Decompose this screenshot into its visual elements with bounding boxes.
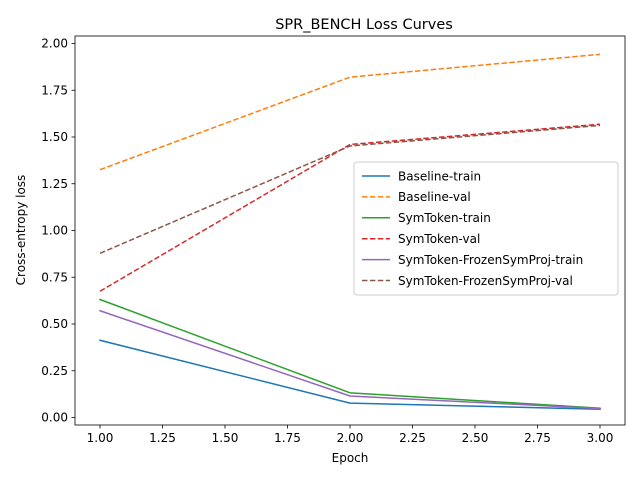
y-tick-label: 1.00 <box>41 224 68 238</box>
y-tick-label: 1.75 <box>41 83 68 97</box>
plot-area <box>99 53 601 411</box>
legend-box <box>353 161 619 296</box>
y-tick-label: 0.50 <box>41 317 68 331</box>
series-line-2 <box>99 298 601 409</box>
y-tick-label: 0.25 <box>41 364 68 378</box>
legend-label-0: Baseline-train <box>398 169 481 183</box>
x-tick-label: 2.75 <box>524 431 551 445</box>
x-axis-label: Epoch <box>332 451 369 465</box>
series-line-0 <box>99 339 601 411</box>
legend: Baseline-train Baseline-val SymToken-train… <box>353 161 619 296</box>
series-line-5 <box>99 124 601 255</box>
y-tick-label: 0.00 <box>41 411 68 425</box>
y-tick-label: 1.50 <box>41 130 68 144</box>
series-line-3 <box>99 123 601 292</box>
x-tick-label: 2.50 <box>462 431 489 445</box>
legend-label-4: SymToken-FrozenSymProj-train <box>398 253 583 267</box>
x-tick-label: 1.00 <box>87 431 114 445</box>
axes: 1.00 1.25 1.50 1.75 2.00 2.25 2.50 2.75 3.00 0.00… <box>41 35 626 445</box>
legend-label-2: SymToken-train <box>398 211 491 225</box>
x-tick-label: 1.50 <box>212 431 239 445</box>
series-line-4 <box>99 309 601 410</box>
x-tick-label: 1.75 <box>274 431 301 445</box>
legend-label-5: SymToken-FrozenSymProj-val <box>398 274 573 288</box>
x-tick-label: 2.00 <box>337 431 364 445</box>
y-tick-label: 1.25 <box>41 177 68 191</box>
chart-title: SPR_BENCH Loss Curves <box>275 17 453 33</box>
y-tick-label: 0.75 <box>41 270 68 284</box>
x-tick-label: 3.00 <box>587 431 614 445</box>
legend-label-3: SymToken-val <box>398 232 480 246</box>
series-line-1 <box>99 53 601 171</box>
x-tick-label: 1.25 <box>149 431 176 445</box>
x-tick-label: 2.25 <box>399 431 426 445</box>
y-tick-label: 2.00 <box>41 37 68 51</box>
y-axis-label: Cross-entropy loss <box>14 175 28 286</box>
legend-label-1: Baseline-val <box>398 190 471 204</box>
